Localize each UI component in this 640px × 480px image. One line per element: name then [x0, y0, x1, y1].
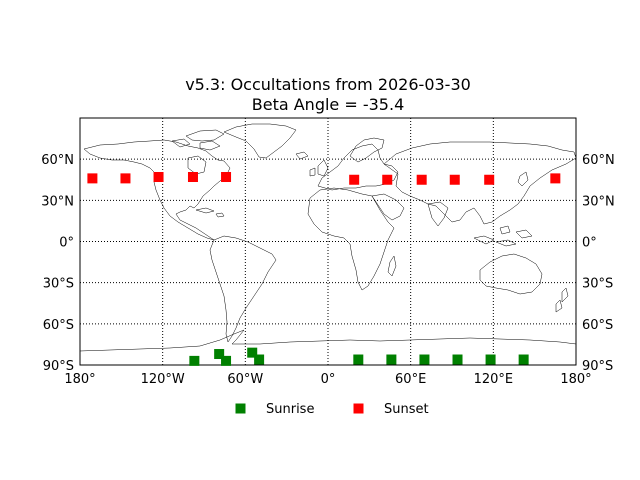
x-tick-label: 60°W: [227, 372, 263, 387]
coastline-australia: [479, 253, 543, 295]
sunrise-point: [452, 354, 463, 365]
y-tick-labels-right: 60°N 30°N 0° 30°S 60°S 90°S: [582, 153, 615, 374]
sunset-legend-marker: [353, 403, 364, 414]
y-tick-label-left: 60°S: [43, 318, 74, 333]
x-tick-labels: 180° 120°W 60°W 0° 60°E 120°E 180°: [64, 372, 591, 387]
x-tick-label: 60°E: [395, 372, 426, 387]
sunrise-point: [221, 355, 232, 366]
coastline-antarctica: [79, 329, 577, 352]
sunset-point: [484, 174, 495, 185]
coastline-india: [427, 201, 449, 227]
map-frame: [79, 117, 577, 366]
x-tick-label: 120°E: [474, 372, 514, 387]
coastline-africa: [307, 187, 395, 291]
coastline-greenland: [223, 123, 297, 159]
sunset-point: [221, 172, 232, 183]
coastline-japan: [517, 171, 529, 187]
sunrise-point: [518, 354, 529, 365]
y-tick-label-right: 60°S: [582, 318, 613, 333]
sunset-point: [120, 173, 131, 184]
coastline-arctic-islands: [171, 129, 225, 151]
sunset-point: [349, 174, 360, 185]
y-tick-label-right: 60°N: [582, 153, 615, 168]
y-tick-label-left: 30°S: [43, 277, 74, 292]
coastline-caribbean: [195, 207, 225, 218]
y-tick-labels-left: 60°N 30°N 0° 30°S 60°S 90°S: [41, 153, 74, 374]
chart-subtitle: Beta Angle = -35.4: [252, 95, 405, 114]
y-tick-label-right: 30°N: [582, 194, 615, 209]
x-tick-label: 180°: [560, 372, 591, 387]
sunset-point: [382, 174, 393, 185]
x-tick-label: 180°: [64, 372, 95, 387]
sunset-point: [550, 173, 561, 184]
y-tick-label-left: 90°S: [43, 359, 74, 374]
sunrise-legend-marker: [235, 403, 246, 414]
sunrise-point: [386, 354, 397, 365]
map-border: [79, 117, 577, 366]
sunset-point: [87, 173, 98, 184]
coastline-british-isles: [309, 159, 329, 177]
y-tick-label-left: 60°N: [41, 153, 74, 168]
sunrise-legend-label: Sunrise: [266, 402, 314, 417]
coastline-south-america: [209, 235, 277, 343]
coastline-new-zealand: [555, 287, 569, 313]
coastlines: [79, 123, 577, 352]
chart-title: v5.3: Occultations from 2026-03-30: [185, 75, 471, 94]
sunrise-point: [485, 354, 496, 365]
coastline-arabia: [371, 193, 405, 221]
sunrise-point: [189, 355, 200, 366]
sunset-point: [153, 172, 164, 183]
y-tick-label-left: 0°: [59, 236, 74, 251]
sunrise-point: [353, 354, 364, 365]
sunrise-point: [419, 354, 430, 365]
sunset-legend-label: Sunset: [384, 402, 429, 417]
legend: Sunrise Sunset: [235, 402, 429, 417]
coastline-madagascar: [387, 255, 397, 277]
coastline-indonesia: [473, 225, 533, 247]
y-tick-label-right: 30°S: [582, 277, 613, 292]
sunset-point: [449, 174, 460, 185]
y-tick-label-left: 30°N: [41, 194, 74, 209]
y-tick-label-right: 90°S: [582, 359, 613, 374]
sunrise-point: [247, 347, 258, 358]
y-tick-label-right: 0°: [582, 236, 597, 251]
occultation-points: [87, 172, 561, 366]
sunset-point: [416, 174, 427, 185]
x-tick-label: 0°: [321, 372, 336, 387]
x-tick-label: 120°W: [141, 372, 185, 387]
coastline-scandinavia: [349, 137, 385, 163]
sunrise-point: [214, 349, 225, 360]
sunrise-point: [254, 354, 265, 365]
coastline-iceland: [295, 151, 309, 160]
coastline-hudson-bay: [187, 155, 207, 175]
sunset-point: [187, 172, 198, 183]
